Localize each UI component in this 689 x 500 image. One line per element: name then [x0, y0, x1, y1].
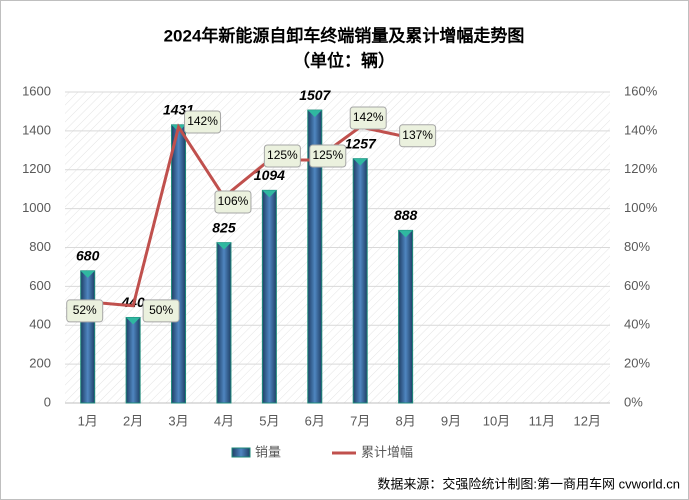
y2-tick-label: 160%	[624, 83, 658, 98]
legend-label: 累计增幅	[361, 444, 413, 459]
y-tick-label: 1000	[22, 200, 51, 215]
source: 数据来源：交强险统计制图:第一商用车网 cvworld.cn	[377, 476, 680, 491]
bar	[125, 316, 141, 404]
bar-value-label: 888	[394, 207, 418, 223]
line-label-box	[399, 124, 437, 148]
bar-cap	[80, 270, 95, 278]
y2-tick-label: 80%	[624, 239, 650, 254]
line-label-box	[349, 106, 387, 130]
y2-tick-label: 40%	[624, 317, 650, 332]
bar	[216, 242, 232, 404]
line-value-label: 50%	[149, 303, 173, 317]
line-value-label: 52%	[73, 303, 97, 317]
chart-subtitle: （单位：辆）	[293, 50, 395, 70]
bar-cap	[216, 242, 231, 250]
bar-value-label: 1507	[299, 87, 331, 103]
line-label-box	[214, 190, 252, 214]
x-tick-label: 9月	[441, 413, 461, 428]
y-tick-label: 200	[29, 356, 51, 371]
line-value-label: 125%	[267, 148, 298, 162]
x-tick-label: 6月	[305, 413, 325, 428]
x-tick-label: 2月	[123, 413, 143, 428]
legend-swatch	[231, 447, 251, 458]
y-tick-label: 0	[44, 394, 51, 409]
x-tick-label: 12月	[574, 413, 601, 428]
bar-value-label: 680	[76, 248, 100, 264]
bar	[352, 158, 368, 404]
y-tick-label: 800	[29, 239, 51, 254]
line-value-label: 142%	[187, 114, 218, 128]
bar-cap	[307, 110, 322, 118]
y2-tick-label: 20%	[624, 356, 650, 371]
y2-tick-label: 100%	[624, 200, 658, 215]
line-value-label: 106%	[218, 194, 249, 208]
x-tick-label: 5月	[259, 413, 279, 428]
y-tick-label: 1600	[22, 83, 51, 98]
bar	[171, 124, 187, 404]
line-value-label: 137%	[402, 128, 433, 142]
x-tick-label: 4月	[214, 413, 234, 428]
line-label-box	[142, 299, 180, 323]
bar-cap	[262, 190, 277, 198]
x-tick-label: 7月	[350, 413, 370, 428]
x-tick-label: 10月	[483, 413, 510, 428]
y-tick-label: 1400	[22, 122, 51, 137]
line-value-label: 142%	[353, 110, 384, 124]
line-label-box	[184, 110, 222, 134]
x-tick-label: 8月	[396, 413, 416, 428]
y2-tick-label: 0%	[624, 394, 643, 409]
y2-tick-label: 120%	[624, 161, 658, 176]
bar	[261, 189, 277, 404]
legend-label: 销量	[255, 444, 281, 459]
line-label-box	[66, 299, 104, 323]
chart-title: 2024年新能源自卸车终端销量及累计增幅走势图	[164, 25, 525, 45]
line-label-box	[309, 144, 347, 168]
line-value-label: 125%	[312, 148, 343, 162]
bar-cap	[353, 158, 368, 166]
x-tick-label: 11月	[529, 413, 556, 428]
bar	[80, 270, 96, 404]
y2-tick-label: 140%	[624, 122, 658, 137]
y-tick-label: 600	[29, 278, 51, 293]
y2-tick-label: 60%	[624, 278, 650, 293]
bar-cap	[126, 317, 141, 325]
line	[87, 123, 406, 308]
line-label-box	[263, 144, 301, 168]
bar-value-label: 825	[212, 219, 236, 235]
bar-value-label: 1094	[254, 167, 285, 183]
y-tick-label: 1200	[22, 161, 51, 176]
y-tick-label: 400	[29, 317, 51, 332]
bar-cap	[398, 230, 413, 238]
x-tick-label: 3月	[168, 413, 188, 428]
bar-value-label: 1257	[345, 135, 377, 151]
bar	[398, 229, 414, 404]
x-tick-label: 1月	[78, 413, 98, 428]
